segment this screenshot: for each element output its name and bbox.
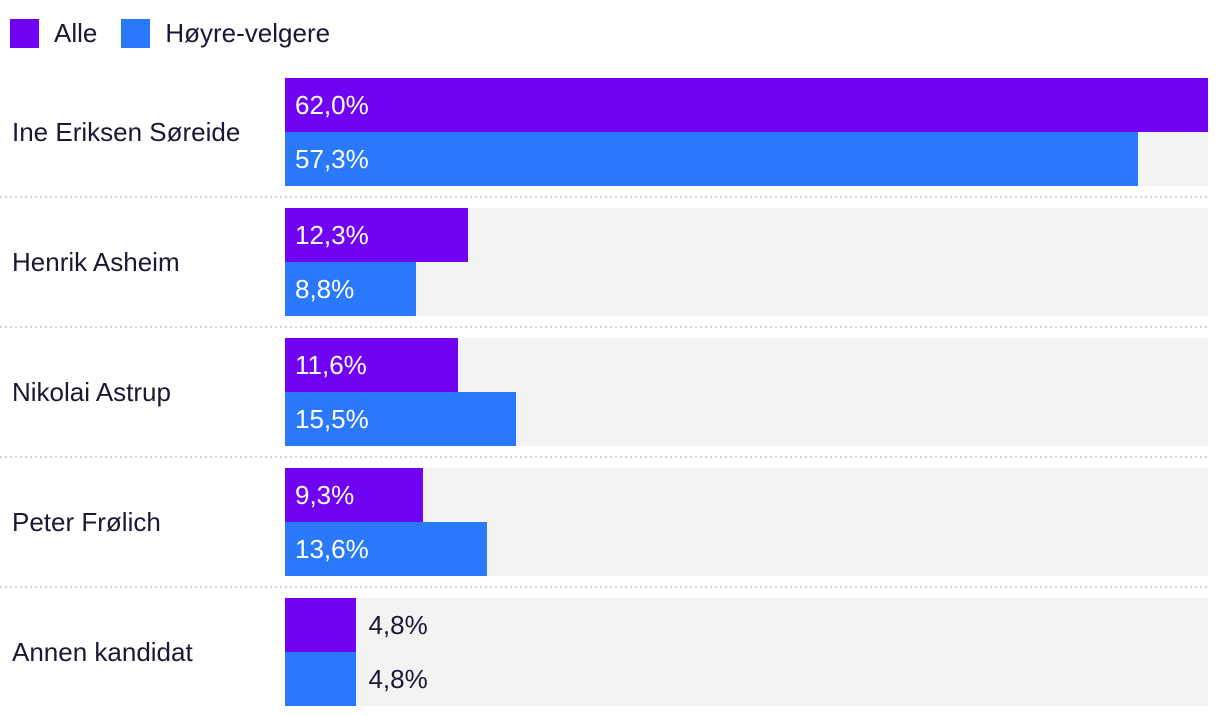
category-label: Peter Frølich (12, 506, 161, 537)
bar-series-0: 62,0% (285, 78, 1208, 132)
bar-value-label: 12,3% (295, 219, 369, 250)
bar-series-0: 11,6% (285, 338, 458, 392)
bar-chart: Ine Eriksen Søreide 62,0% 57,3% Henrik Ashe… (0, 78, 1220, 706)
category-label: Ine Eriksen Søreide (12, 116, 241, 147)
bar-track: 4,8% 4,8% (285, 598, 1208, 706)
legend-label-alle: Alle (54, 18, 98, 48)
bar-series-1: 8,8% (285, 262, 416, 316)
bar-value-label: 15,5% (295, 403, 369, 434)
bar-series-1: 15,5% (285, 392, 516, 446)
bar-value-label: 62,0% (295, 89, 369, 120)
bar-value-label: 8,8% (295, 273, 355, 304)
legend-label-hoyre-velgere: Høyre-velgere (165, 18, 331, 48)
row-separator (0, 456, 1208, 458)
bar-track: 9,3% 13,6% (285, 468, 1208, 576)
bar-value-label: 57,3% (295, 143, 369, 174)
row-separator (0, 196, 1208, 198)
chart-row: Nikolai Astrup 11,6% 15,5% (0, 338, 1220, 446)
category-label: Annen kandidat (12, 636, 193, 667)
chart-row: Annen kandidat 4,8% 4,8% (0, 598, 1220, 706)
bar-series-0: 4,8% (285, 598, 428, 652)
row-separator (0, 326, 1208, 328)
legend-item-hoyre-velgere: Høyre-velgere (121, 19, 330, 48)
bar-track: 62,0% 57,3% (285, 78, 1208, 186)
bar-series-0: 9,3% (285, 468, 424, 522)
chart-row: Ine Eriksen Søreide 62,0% 57,3% (0, 78, 1220, 186)
chart-row: Peter Frølich 9,3% 13,6% (0, 468, 1220, 576)
bar-series-1: 57,3% (285, 132, 1139, 186)
bar-track: 11,6% 15,5% (285, 338, 1208, 446)
bar-series-0: 12,3% (285, 208, 469, 262)
legend: Alle Høyre-velgere (0, 0, 1220, 48)
legend-swatch-hoyre-velgere (121, 19, 151, 48)
legend-swatch-alle (10, 19, 39, 48)
bar-value-label: 4,8% (368, 609, 428, 640)
bar-series-1: 13,6% (285, 522, 488, 576)
legend-item-alle: Alle (10, 19, 97, 48)
bar-value-label: 4,8% (368, 663, 428, 694)
category-label: Henrik Asheim (12, 246, 180, 277)
chart-row: Henrik Asheim 12,3% 8,8% (0, 208, 1220, 316)
bar-value-label: 13,6% (295, 533, 369, 564)
bar-series-1: 4,8% (285, 652, 428, 706)
row-separator (0, 586, 1208, 588)
category-label: Nikolai Astrup (12, 376, 171, 407)
bar-value-label: 11,6% (295, 349, 367, 380)
bar-track: 12,3% 8,8% (285, 208, 1208, 316)
bar-value-label: 9,3% (295, 479, 355, 510)
